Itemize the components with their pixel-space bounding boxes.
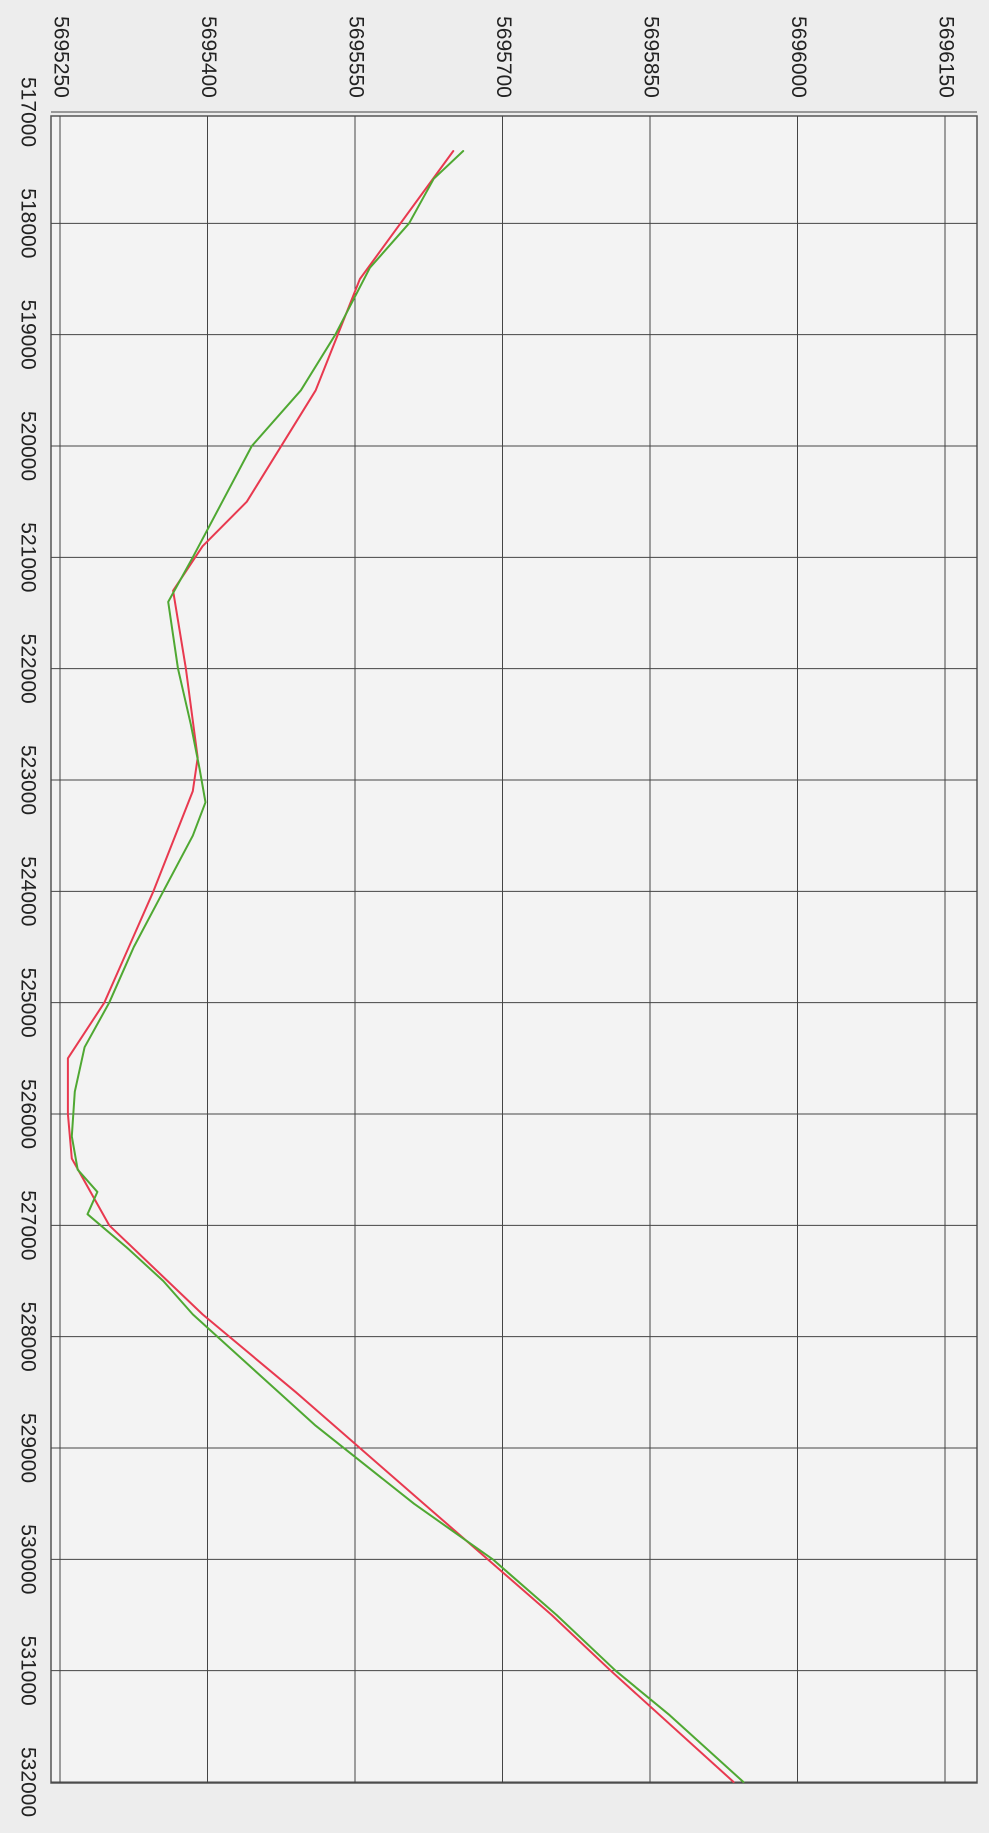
y-tick-label: 5696000 bbox=[787, 16, 810, 98]
x-tick-labels: 517000 518000 519000 520000 521000 522000 5230… bbox=[16, 77, 39, 1817]
series-lines bbox=[66, 150, 745, 1783]
y-tick-label: 5696150 bbox=[934, 16, 957, 98]
y-tick-label: 5695250 bbox=[49, 16, 72, 98]
x-tick-label: 523000 bbox=[16, 745, 39, 815]
x-tick-label: 519000 bbox=[16, 300, 39, 370]
series-line-0 bbox=[66, 150, 735, 1783]
x-tick-label: 521000 bbox=[16, 522, 39, 592]
plot-area bbox=[50, 115, 978, 1784]
x-tick-label: 531000 bbox=[16, 1636, 39, 1706]
y-tick-labels: 5695250 5695400 5695550 5695700 5695850 56960… bbox=[49, 16, 957, 98]
grid bbox=[51, 111, 977, 1783]
x-tick-label: 527000 bbox=[16, 1190, 39, 1260]
x-tick-label: 529000 bbox=[16, 1413, 39, 1483]
x-tick-label: 524000 bbox=[16, 856, 39, 926]
y-tick-label: 5695700 bbox=[492, 16, 515, 98]
x-tick-label: 528000 bbox=[16, 1302, 39, 1372]
x-tick-label: 517000 bbox=[16, 77, 39, 147]
x-tick-label: 525000 bbox=[16, 968, 39, 1038]
x-tick-label: 532000 bbox=[16, 1747, 39, 1817]
y-tick-label: 5695550 bbox=[344, 16, 367, 98]
x-tick-label: 526000 bbox=[16, 1079, 39, 1149]
y-tick-label: 5695850 bbox=[639, 16, 662, 98]
x-tick-label: 522000 bbox=[16, 634, 39, 704]
y-tick-label: 5695400 bbox=[197, 16, 220, 98]
series-line-1 bbox=[70, 150, 745, 1783]
x-tick-label: 530000 bbox=[16, 1524, 39, 1594]
x-tick-label: 518000 bbox=[16, 188, 39, 258]
x-tick-label: 520000 bbox=[16, 411, 39, 481]
